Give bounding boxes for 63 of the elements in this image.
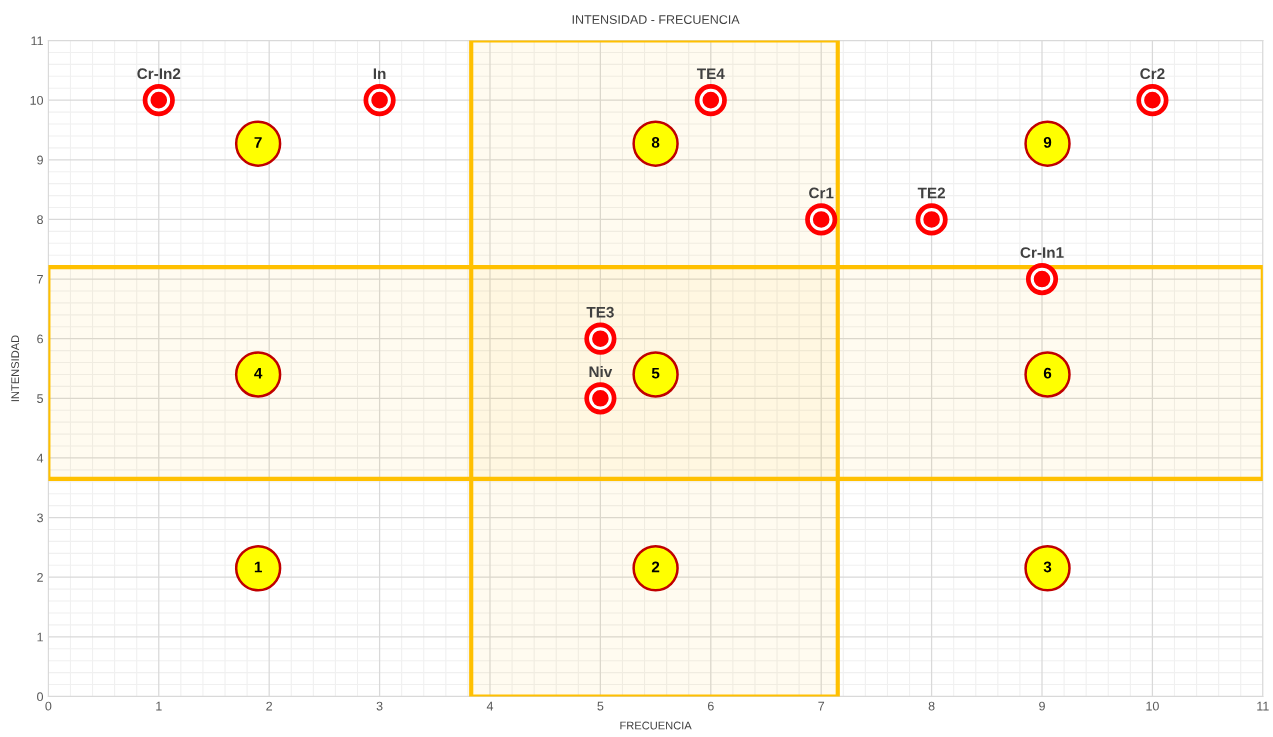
y-tick-label: 3 bbox=[37, 513, 43, 523]
annotation: 9 bbox=[1043, 136, 1052, 148]
data-label: TE2 bbox=[917, 187, 945, 199]
x-tick-label: 0 bbox=[45, 701, 52, 711]
y-tick-label: 2 bbox=[37, 573, 43, 582]
x-tick-label: 9 bbox=[1039, 701, 1045, 711]
point bbox=[584, 382, 617, 415]
y-tick-label: 5 bbox=[37, 394, 43, 403]
point bbox=[1025, 262, 1059, 296]
x-tick-label: 6 bbox=[707, 701, 714, 711]
data-label: Cr-In1 bbox=[1020, 247, 1064, 258]
data-label: TE3 bbox=[586, 306, 614, 318]
point bbox=[234, 351, 282, 398]
y-tick-label: 10 bbox=[30, 95, 44, 105]
point bbox=[363, 84, 396, 117]
x-tick-label: 8 bbox=[928, 701, 935, 711]
x-tick-label: 5 bbox=[597, 701, 604, 711]
annotation: 4 bbox=[254, 367, 263, 379]
y-tick-label: 8 bbox=[37, 215, 43, 225]
y-axis-title: INTENSIDAD bbox=[11, 335, 20, 402]
point bbox=[1024, 351, 1071, 398]
point bbox=[632, 120, 679, 167]
y-tick-label: 9 bbox=[37, 155, 43, 165]
point bbox=[234, 120, 282, 167]
y-tick-label: 7 bbox=[37, 274, 43, 284]
x-tick-label: 3 bbox=[376, 701, 383, 711]
point bbox=[632, 545, 679, 592]
annotation: 5 bbox=[651, 367, 660, 379]
x-tick-label: 2 bbox=[266, 701, 273, 711]
data-label: Cr1 bbox=[809, 187, 834, 199]
x-tick-label: 1 bbox=[156, 701, 162, 711]
point bbox=[234, 545, 282, 592]
point bbox=[915, 203, 948, 236]
x-tick-label: 11 bbox=[1257, 701, 1269, 711]
point bbox=[142, 84, 175, 117]
annotation: 1 bbox=[254, 561, 262, 573]
annotation: 7 bbox=[254, 137, 262, 148]
annotation: 3 bbox=[1043, 561, 1052, 573]
data-label: Cr2 bbox=[1140, 68, 1165, 80]
point bbox=[805, 203, 838, 236]
x-axis-title: FRECUENCIA bbox=[620, 721, 692, 730]
data-label: Niv bbox=[589, 366, 613, 378]
point bbox=[694, 84, 727, 117]
annotation: 6 bbox=[1043, 367, 1052, 379]
x-tick-label: 4 bbox=[486, 701, 494, 711]
annotation: 2 bbox=[651, 561, 660, 573]
data-label: TE4 bbox=[696, 68, 725, 79]
y-tick-label: 4 bbox=[36, 453, 44, 463]
y-tick-label: 11 bbox=[31, 36, 43, 46]
annotation: 8 bbox=[651, 136, 660, 148]
data-label: In bbox=[373, 68, 386, 79]
point bbox=[632, 351, 679, 398]
y-tick-label: 0 bbox=[37, 692, 44, 702]
point bbox=[1136, 84, 1169, 117]
y-tick-label: 6 bbox=[37, 334, 43, 344]
x-tick-label: 7 bbox=[818, 701, 825, 711]
point bbox=[1024, 545, 1071, 592]
point bbox=[584, 322, 617, 355]
data-label: Cr-In2 bbox=[137, 68, 181, 80]
chart-title: INTENSIDAD - FRECUENCIA bbox=[572, 15, 740, 24]
point bbox=[1024, 120, 1071, 167]
x-tick-label: 10 bbox=[1146, 701, 1159, 711]
y-tick-label: 1 bbox=[37, 632, 43, 642]
